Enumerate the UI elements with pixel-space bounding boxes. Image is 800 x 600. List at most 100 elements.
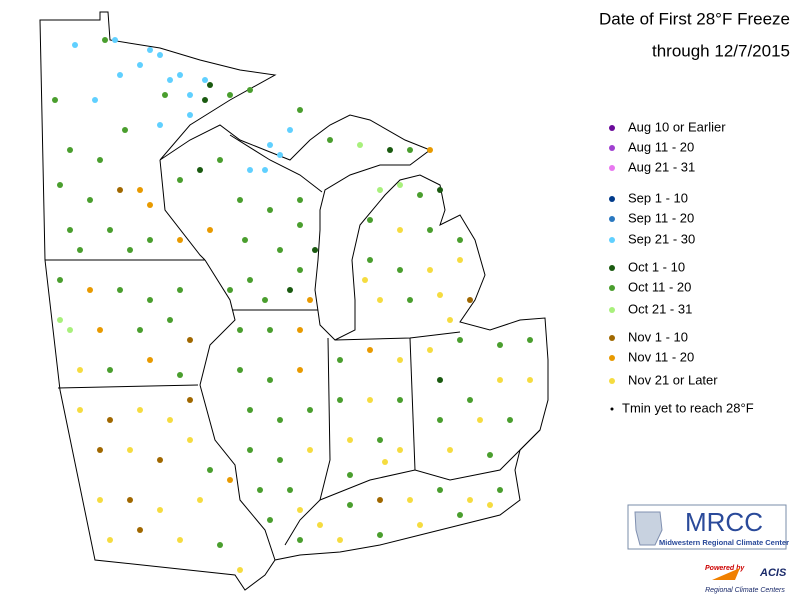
logo-title: MRCC [685, 507, 763, 537]
legend-label: Nov 1 - 10 [628, 329, 688, 344]
station-dot [457, 237, 463, 243]
station-dot [312, 247, 318, 253]
station-dot [67, 147, 73, 153]
station-dot [367, 397, 373, 403]
station-dot [97, 447, 103, 453]
legend-swatch [609, 145, 615, 151]
station-dot [147, 47, 153, 53]
stations [52, 37, 533, 573]
station-dot [267, 207, 273, 213]
station-dot [197, 497, 203, 503]
station-dot [247, 167, 253, 173]
station-dot [117, 187, 123, 193]
station-dot [397, 267, 403, 273]
station-dot [457, 337, 463, 343]
station-dot [447, 317, 453, 323]
legend-label: Oct 1 - 10 [628, 259, 685, 274]
station-dot [97, 497, 103, 503]
station-dot [127, 497, 133, 503]
station-dot [57, 317, 63, 323]
station-dot [437, 292, 443, 298]
legend-label: Oct 11 - 20 [628, 279, 691, 294]
station-dot [427, 147, 433, 153]
station-dot [107, 367, 113, 373]
station-dot [237, 567, 243, 573]
station-dot [407, 497, 413, 503]
station-dot [262, 167, 268, 173]
station-dot [287, 487, 293, 493]
station-dot [207, 227, 213, 233]
station-dot [127, 247, 133, 253]
legend-swatch [609, 237, 615, 243]
station-dot [127, 447, 133, 453]
station-dot [187, 437, 193, 443]
legend-swatch [609, 196, 615, 202]
station-dot [107, 417, 113, 423]
station-dot [467, 397, 473, 403]
station-dot [72, 42, 78, 48]
legend: Aug 10 or Earlier Aug 11 - 20 Aug 21 - 31 S… [609, 119, 754, 415]
state-border [199, 384, 276, 561]
station-dot [367, 257, 373, 263]
station-dot [437, 377, 443, 383]
station-dot [77, 407, 83, 413]
station-dot [387, 147, 393, 153]
station-dot [497, 377, 503, 383]
station-dot [397, 447, 403, 453]
station-dot [437, 187, 443, 193]
station-dot [147, 357, 153, 363]
station-dot [137, 62, 143, 68]
station-dot [147, 237, 153, 243]
station-dot [107, 537, 113, 543]
state-border [319, 429, 541, 501]
station-dot [262, 297, 268, 303]
station-dot [377, 437, 383, 443]
legend-label: Nov 21 or Later [628, 372, 718, 387]
station-dot [467, 297, 473, 303]
station-dot [297, 267, 303, 273]
station-dot [92, 97, 98, 103]
station-dot [277, 247, 283, 253]
station-dot [157, 507, 163, 513]
legend-label: Nov 11 - 20 [628, 349, 694, 364]
station-dot [277, 417, 283, 423]
station-dot [327, 137, 333, 143]
legend-label: Sep 1 - 10 [628, 190, 688, 205]
station-dot [287, 287, 293, 293]
station-dot [297, 507, 303, 513]
station-dot [227, 92, 233, 98]
state-border [229, 134, 323, 193]
station-dot [497, 342, 503, 348]
legend-swatch [609, 125, 615, 131]
station-dot [57, 277, 63, 283]
station-dot [137, 527, 143, 533]
station-dot [377, 187, 383, 193]
station-dot [427, 227, 433, 233]
station-dot [177, 372, 183, 378]
station-dot [157, 122, 163, 128]
legend-swatch [609, 265, 615, 271]
station-dot [297, 107, 303, 113]
legend-label: Aug 21 - 31 [628, 159, 695, 174]
legend-swatch [610, 407, 614, 411]
state-border [199, 259, 236, 386]
station-dot [237, 197, 243, 203]
logo-subtitle: Midwestern Regional Climate Center [659, 538, 789, 547]
station-dot [397, 397, 403, 403]
station-dot [187, 112, 193, 118]
station-dot [87, 197, 93, 203]
station-dot [347, 502, 353, 508]
station-dot [297, 197, 303, 203]
station-dot [137, 187, 143, 193]
station-dot [157, 52, 163, 58]
station-dot [117, 287, 123, 293]
station-dot [477, 417, 483, 423]
station-dot [202, 97, 208, 103]
station-dot [437, 487, 443, 493]
station-dot [147, 297, 153, 303]
station-dot [407, 147, 413, 153]
station-dot [487, 452, 493, 458]
station-dot [207, 467, 213, 473]
station-dot [267, 327, 273, 333]
station-dot [377, 532, 383, 538]
